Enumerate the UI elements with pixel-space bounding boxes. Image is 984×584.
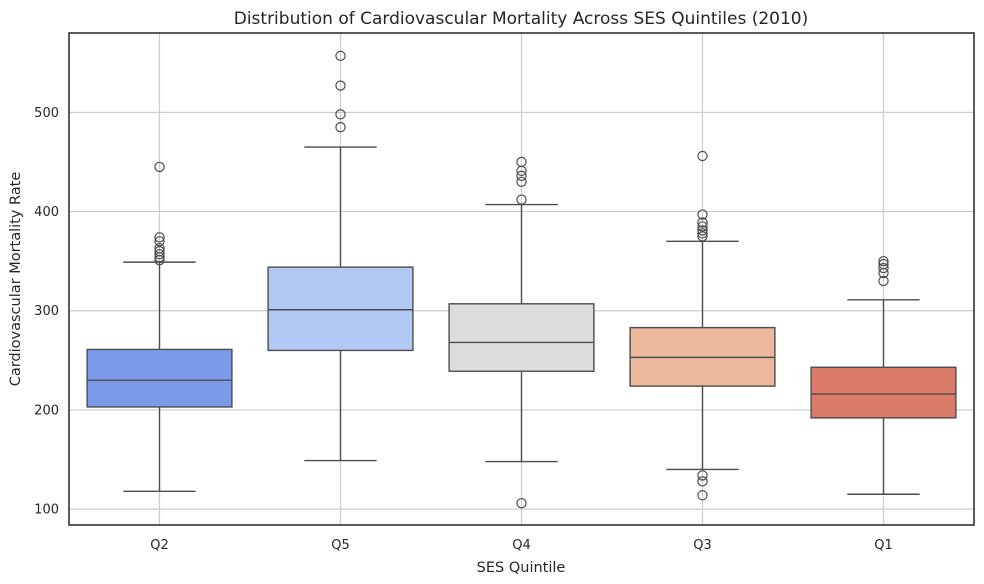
box-group-q2 (86, 161, 233, 492)
y-tick-label: 200 (34, 403, 59, 418)
chart-title: Distribution of Cardiovascular Mortality… (234, 9, 809, 29)
outlier-point (154, 232, 165, 243)
x-tick-label: Q1 (874, 538, 893, 553)
boxes (86, 50, 957, 509)
outlier-point (697, 221, 708, 232)
outlier-point (154, 243, 165, 254)
box-group-q3 (629, 150, 776, 501)
x-axis-label: SES Quintile (477, 560, 566, 576)
outlier-point (878, 258, 889, 270)
outlier-point (878, 262, 889, 274)
x-tick-label: Q3 (693, 538, 712, 553)
outlier-point (335, 122, 346, 133)
box (448, 303, 595, 372)
outlier-point (516, 176, 527, 187)
y-tick-label: 400 (34, 205, 59, 220)
x-tick-label: Q2 (150, 538, 169, 553)
y-tick-label: 300 (34, 304, 59, 319)
y-tick-label: 500 (34, 106, 59, 121)
y-tick-label: 100 (34, 503, 59, 518)
outlier-point (697, 231, 708, 242)
outlier-point (335, 50, 346, 62)
box (267, 266, 414, 352)
outlier-point (335, 109, 346, 120)
outlier-point (878, 255, 889, 267)
box (86, 348, 233, 408)
outlier-point (154, 161, 165, 173)
x-tick-label: Q5 (331, 538, 350, 553)
outlier-point (154, 236, 165, 247)
outlier-point (335, 80, 346, 91)
outlier-point (516, 170, 527, 182)
y-axis-label: Cardiovascular Mortality Rate (8, 172, 24, 387)
box-group-q5 (267, 50, 414, 462)
outlier-point (154, 249, 165, 260)
outlier-point (697, 225, 708, 236)
box (810, 366, 957, 419)
plot-frame (68, 32, 975, 526)
outlier-point (516, 497, 527, 509)
outlier-point (516, 194, 527, 205)
outlier-point (697, 476, 708, 487)
outlier-point (697, 490, 708, 501)
outlier-point (878, 275, 889, 287)
outlier-point (697, 217, 708, 228)
outlier-point (697, 470, 708, 481)
box-group-q1 (810, 255, 957, 495)
box-group-q4 (448, 156, 595, 509)
x-tick-label: Q4 (512, 538, 531, 553)
outlier-point (516, 156, 527, 168)
ticks: 100 200 300 400 500 Q2 Q5 Q4 Q3 Q1 (34, 106, 893, 553)
outlier-point (154, 246, 165, 257)
outlier-point (697, 209, 708, 220)
outlier-point (697, 150, 708, 162)
outlier-point (697, 228, 708, 239)
